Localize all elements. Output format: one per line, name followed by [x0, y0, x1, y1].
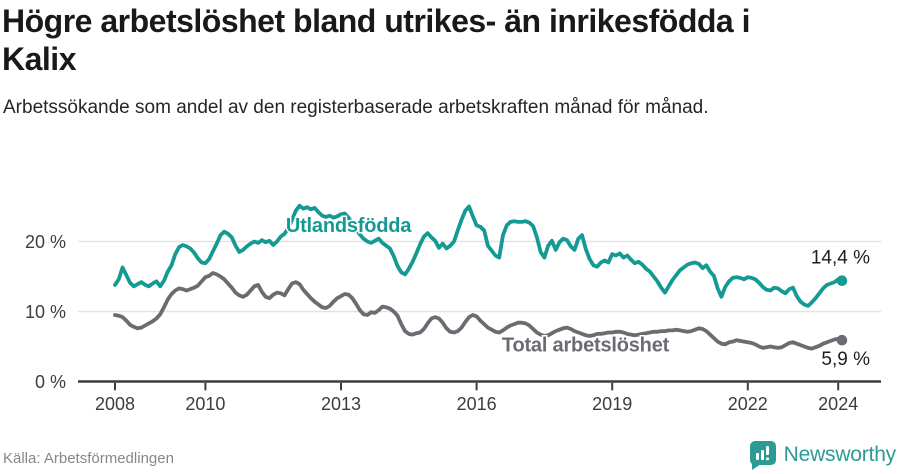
y-axis-label: 10 %: [25, 302, 66, 322]
newsworthy-wordmark: Newsworthy: [783, 443, 897, 466]
series-label-total-arbetsl-shet: Total arbetslöshet: [502, 334, 670, 356]
x-axis-label: 2019: [592, 394, 632, 414]
source-note: Källa: Arbetsförmedlingen: [3, 450, 174, 467]
x-axis-label: 2022: [728, 394, 768, 414]
end-dot-total-arbetsl-shet: [836, 334, 848, 346]
y-axis-label: 0 %: [35, 372, 66, 392]
chart-line-total-arbetsl-shet: [113, 271, 844, 351]
chart-subtitle: Arbetssökande som andel av den registerb…: [3, 97, 709, 118]
x-axis-label: 2008: [95, 394, 135, 414]
x-axis-label: 2024: [818, 394, 858, 414]
newsworthy-brand: Newsworthy: [747, 440, 896, 470]
x-axis-label: 2010: [185, 394, 225, 414]
series-label-utlandsf-dda: Utlandsfödda: [286, 215, 412, 237]
x-axis-label: 2013: [321, 394, 361, 414]
chart-title: Högre arbetslöshet bland utrikes- än inr…: [2, 3, 751, 77]
chart-line-utlandsf-dda: [113, 203, 844, 308]
end-value-label-total-arbetsl-shet: 5,9 %: [821, 349, 870, 370]
end-dot-utlandsf-dda: [836, 275, 848, 287]
x-axis-label: 2016: [457, 394, 497, 414]
end-value-label-utlandsf-dda: 14,4 %: [811, 248, 870, 269]
y-axis-label: 20 %: [25, 232, 66, 252]
newsworthy-logo-icon: [749, 441, 776, 470]
